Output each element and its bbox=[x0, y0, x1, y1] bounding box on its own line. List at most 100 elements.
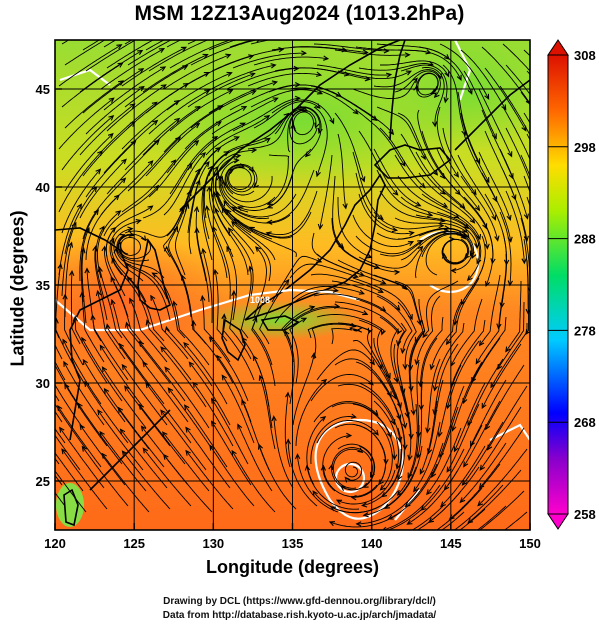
streamline-arrowhead bbox=[417, 239, 424, 245]
streamline bbox=[475, 295, 504, 364]
streamline bbox=[400, 133, 446, 195]
streamline bbox=[202, 248, 213, 323]
streamline bbox=[55, 343, 63, 360]
streamline-arrowhead bbox=[231, 206, 238, 212]
streamline-arrowhead bbox=[162, 431, 168, 438]
streamline-arrowhead bbox=[299, 31, 304, 35]
streamline-arrowhead bbox=[471, 377, 477, 384]
streamline-arrowhead bbox=[432, 169, 439, 176]
streamline bbox=[334, 238, 399, 273]
streamline bbox=[446, 403, 480, 472]
streamline-arrowhead bbox=[357, 447, 364, 453]
streamline bbox=[417, 73, 439, 96]
streamline-arrowhead bbox=[39, 311, 43, 316]
streamline-arrowhead bbox=[346, 432, 353, 439]
streamline bbox=[418, 228, 475, 258]
streamline bbox=[70, 271, 81, 345]
streamline bbox=[82, 40, 101, 51]
streamline-arrowhead bbox=[264, 137, 271, 143]
streamline-arrowhead bbox=[523, 235, 529, 242]
streamline-arrowhead bbox=[150, 294, 156, 301]
streamline bbox=[208, 138, 270, 177]
streamline-arrowhead bbox=[223, 151, 230, 157]
streamline bbox=[292, 285, 364, 300]
streamline bbox=[209, 445, 255, 507]
streamline bbox=[190, 40, 258, 66]
streamline-arrowhead bbox=[200, 294, 206, 302]
streamline bbox=[505, 127, 530, 183]
streamline-arrowhead bbox=[278, 46, 285, 53]
y-axis-label: Latitude (degrees) bbox=[7, 210, 28, 367]
streamline bbox=[451, 319, 486, 386]
streamline bbox=[442, 238, 469, 264]
streamline-arrowhead bbox=[426, 533, 431, 537]
streamline bbox=[231, 450, 276, 513]
streamline-arrowhead bbox=[569, 101, 573, 106]
streamline bbox=[226, 113, 289, 153]
streamline bbox=[148, 89, 210, 135]
streamline-arrowhead bbox=[77, 402, 83, 409]
streamline bbox=[57, 405, 102, 468]
streamline-arrowhead bbox=[401, 548, 406, 552]
streamline bbox=[449, 463, 501, 520]
streamline bbox=[196, 228, 210, 303]
streamline-arrowhead bbox=[124, 263, 131, 269]
streamline-arrowhead bbox=[443, 97, 449, 104]
streamline-arrowhead bbox=[332, 287, 339, 293]
streamline-arrowhead bbox=[37, 409, 41, 414]
streamline-arrowhead bbox=[467, 552, 472, 556]
streamline bbox=[148, 140, 199, 198]
streamline bbox=[253, 101, 321, 129]
streamline-arrowhead bbox=[124, 385, 130, 392]
streamline bbox=[142, 106, 201, 156]
streamline bbox=[337, 197, 372, 258]
streamline bbox=[253, 56, 328, 66]
y-tick-label: 35 bbox=[36, 278, 50, 293]
streamline bbox=[376, 295, 413, 353]
streamline bbox=[394, 406, 406, 480]
streamline bbox=[376, 106, 426, 160]
streamline bbox=[297, 454, 339, 513]
streamline bbox=[397, 175, 459, 219]
streamline-arrowhead bbox=[140, 425, 147, 432]
streamline bbox=[376, 358, 406, 428]
streamline-arrowhead bbox=[354, 534, 359, 538]
streamline bbox=[478, 214, 494, 286]
streamline-arrowhead bbox=[309, 305, 316, 311]
streamline bbox=[55, 492, 66, 507]
streamline bbox=[417, 109, 445, 179]
streamline-arrowhead bbox=[284, 330, 290, 337]
streamline bbox=[379, 190, 445, 222]
streamline bbox=[479, 490, 525, 530]
streamline bbox=[102, 366, 147, 429]
streamline bbox=[187, 122, 246, 171]
streamline bbox=[460, 175, 499, 241]
streamline-arrowhead bbox=[138, 68, 145, 74]
streamline bbox=[104, 388, 150, 450]
streamline-arrowhead bbox=[466, 275, 473, 282]
streamline-arrowhead bbox=[320, 416, 327, 422]
streamline bbox=[100, 102, 158, 153]
streamline bbox=[421, 193, 481, 240]
streamline-arrowhead bbox=[62, 338, 68, 345]
streamline-arrowhead bbox=[266, 203, 273, 209]
streamline-arrowhead bbox=[248, 226, 255, 232]
streamline bbox=[121, 46, 187, 87]
x-tick-label: 145 bbox=[440, 536, 462, 551]
streamline-arrowhead bbox=[380, 279, 387, 285]
streamline-arrowhead bbox=[181, 274, 186, 281]
streamline bbox=[173, 301, 210, 366]
streamline bbox=[251, 317, 276, 387]
streamline-arrowhead bbox=[226, 71, 233, 77]
streamline bbox=[313, 401, 379, 423]
streamline bbox=[331, 463, 375, 491]
streamline-arrowhead bbox=[467, 535, 472, 539]
streamline bbox=[356, 487, 420, 525]
streamline bbox=[284, 392, 291, 468]
streamline bbox=[310, 416, 356, 465]
streamline bbox=[316, 349, 375, 381]
streamline-arrowhead bbox=[216, 175, 222, 182]
streamline bbox=[355, 172, 397, 231]
streamline bbox=[100, 160, 153, 216]
streamline-arrowhead bbox=[453, 213, 460, 219]
